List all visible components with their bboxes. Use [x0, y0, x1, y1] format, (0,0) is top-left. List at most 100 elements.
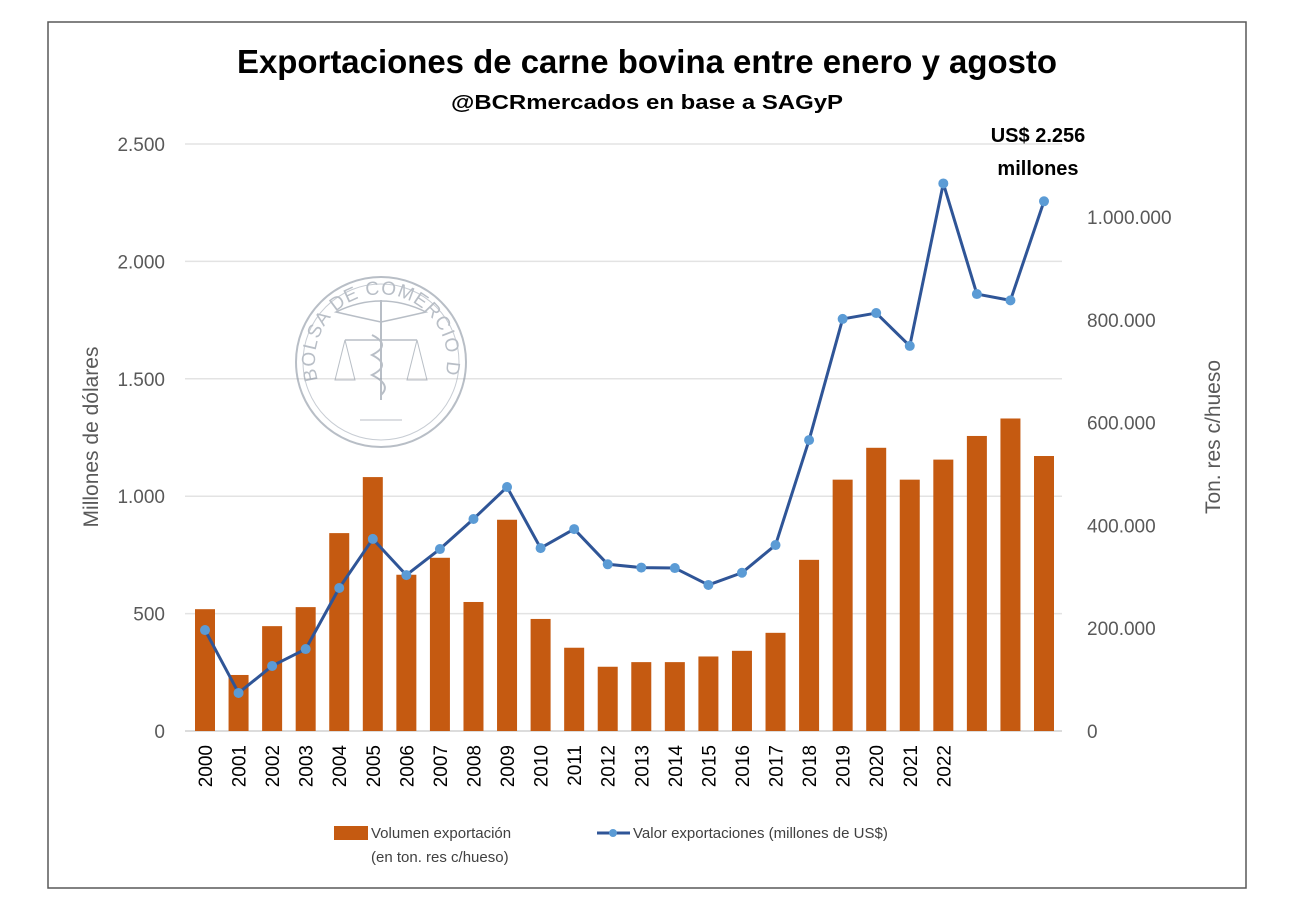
bar-2006	[396, 574, 417, 731]
x-tick-label: 2015	[699, 745, 720, 787]
value-point-2020	[871, 308, 882, 319]
x-tick-label: 2005	[364, 745, 385, 787]
left-tick-label: 500	[133, 605, 165, 626]
x-tick-label: 2013	[632, 745, 653, 787]
value-point-2008	[468, 513, 479, 524]
bar-2011	[564, 647, 585, 731]
value-point-2015	[703, 579, 714, 590]
x-tick-label: 2021	[901, 745, 922, 787]
bar-2010	[530, 618, 551, 731]
x-tick-label: 2002	[263, 745, 284, 787]
value-point-unlabeled-23	[971, 289, 982, 300]
value-series-line	[203, 181, 1046, 695]
left-tick-label: 1.500	[117, 370, 165, 391]
legend-label-volume-2: (en ton. res c/hueso)	[371, 849, 509, 866]
legend-swatch-volume	[334, 826, 368, 840]
x-tick-label: 2011	[565, 745, 586, 786]
bar-2018	[799, 559, 820, 731]
bar-2014	[664, 662, 685, 731]
legend-swatch-value-marker	[609, 829, 617, 837]
right-tick-label: 600.000	[1087, 414, 1156, 435]
bar-2022	[933, 459, 954, 731]
bar-2020	[866, 447, 887, 731]
x-tick-label: 2017	[767, 745, 788, 787]
x-tick-label: 2009	[498, 745, 519, 787]
right-tick-label: 400.000	[1087, 516, 1156, 537]
bar-2002	[262, 626, 283, 731]
annotation-unit: millones	[997, 158, 1078, 180]
bar-2001	[228, 674, 249, 731]
left-tick-label: 0	[154, 722, 165, 743]
bar-2004	[329, 533, 350, 731]
right-axis-label: Ton. res c/hueso	[1202, 360, 1225, 514]
bar-2017	[765, 632, 786, 731]
value-point-2007	[434, 544, 445, 555]
bar-2007	[429, 557, 450, 731]
left-tick-label: 1.000	[117, 487, 165, 508]
bar-unlabeled-25	[1034, 456, 1054, 731]
x-tick-label: 2006	[397, 745, 418, 787]
right-axis-ticks: 0 200.000 400.000 600.000 800.000 1.000.000	[1087, 208, 1172, 743]
x-tick-label: 2018	[800, 745, 821, 787]
value-point-2011	[569, 524, 580, 535]
x-tick-label: 2014	[666, 745, 687, 788]
chart-subtitle: @BCRmercados en base a SAGyP	[451, 92, 843, 114]
legend-label-value: Valor exportaciones (millones de US$)	[633, 825, 888, 842]
value-line	[200, 178, 1049, 698]
left-axis-ticks: 0 500 1.000 1.500 2.000 2.500	[117, 135, 165, 743]
bar-2021	[899, 479, 920, 731]
value-point-2000	[200, 625, 210, 636]
bar-2013	[631, 662, 652, 731]
right-tick-label: 800.000	[1087, 311, 1156, 332]
value-point-2017	[770, 540, 781, 551]
x-tick-label: 2008	[464, 745, 485, 787]
bar-2003	[295, 607, 316, 731]
value-point-2018	[804, 435, 815, 446]
value-point-2006	[401, 570, 412, 581]
x-tick-label: 2004	[330, 745, 351, 788]
bar-2005	[362, 477, 383, 731]
value-point-2010	[535, 543, 546, 554]
right-tick-label: 0	[1087, 722, 1098, 743]
legend-label-volume-1: Volumen exportación	[371, 825, 511, 842]
x-axis-ticks: 2000 2001 2002 2003 2004 2005 2006 2007 2008 2009…	[196, 745, 955, 788]
x-tick-label: 2007	[431, 745, 452, 787]
bar-2009	[497, 519, 518, 731]
x-tick-label: 2001	[230, 745, 251, 787]
chart-frame	[47, 21, 1247, 889]
bar-unlabeled-23	[966, 435, 987, 731]
value-point-2022	[938, 178, 949, 189]
left-tick-label: 2.000	[117, 252, 165, 273]
x-tick-label: 2012	[599, 745, 620, 787]
chart-title: Exportaciones de carne bovina entre ener…	[237, 43, 1057, 80]
bar-2016	[731, 650, 752, 731]
annotation-value: US$ 2.256	[991, 125, 1086, 147]
value-point-2005	[367, 533, 378, 544]
right-tick-label: 200.000	[1087, 619, 1156, 640]
value-point-2013	[636, 562, 647, 573]
value-point-2001	[233, 687, 244, 698]
bar-2019	[832, 479, 853, 731]
x-tick-label: 2020	[867, 745, 888, 787]
value-point-2003	[300, 644, 311, 655]
x-tick-label: 2010	[532, 745, 553, 787]
right-tick-label: 1.000.000	[1087, 208, 1172, 229]
value-point-unlabeled-24	[1005, 295, 1016, 306]
value-point-unlabeled-25	[1039, 196, 1049, 207]
x-tick-label: 2016	[733, 745, 754, 787]
bar-2015	[698, 656, 719, 731]
value-point-2019	[837, 313, 848, 324]
x-tick-label: 2019	[834, 745, 855, 787]
bar-2008	[463, 601, 484, 731]
value-point-2012	[602, 559, 613, 570]
value-point-2021	[904, 340, 915, 351]
legend: Volumen exportación (en ton. res c/hueso…	[334, 825, 888, 866]
value-point-2016	[736, 567, 747, 578]
x-tick-label: 2000	[196, 745, 217, 787]
value-point-2004	[334, 583, 345, 594]
x-tick-label: 2022	[934, 745, 955, 787]
bar-2012	[597, 666, 618, 731]
value-point-2009	[502, 482, 513, 493]
x-tick-label: 2003	[297, 745, 318, 787]
